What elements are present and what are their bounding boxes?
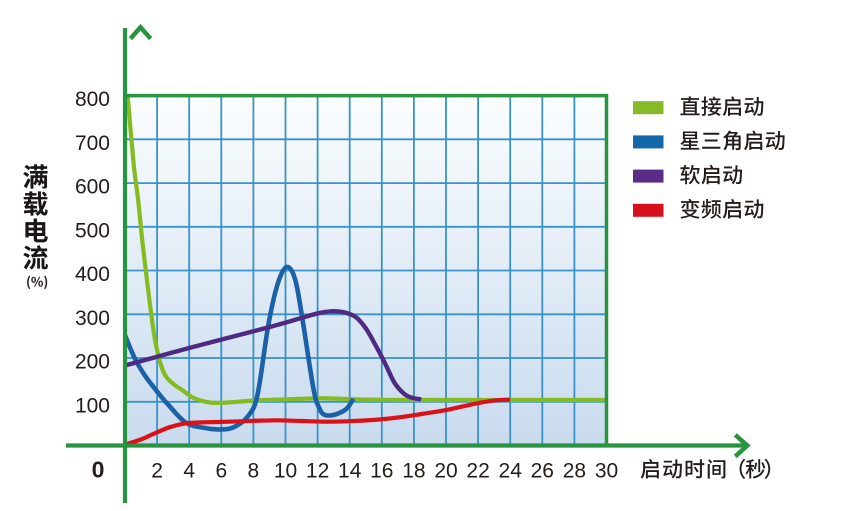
svg-text:16: 16 bbox=[370, 459, 393, 482]
svg-text:8: 8 bbox=[248, 459, 260, 482]
svg-text:14: 14 bbox=[338, 459, 362, 482]
svg-text:700: 700 bbox=[75, 132, 110, 155]
svg-text:22: 22 bbox=[466, 459, 489, 482]
svg-text:18: 18 bbox=[402, 459, 425, 482]
svg-text:800: 800 bbox=[75, 88, 110, 111]
svg-text:0: 0 bbox=[92, 457, 105, 483]
svg-text:6: 6 bbox=[215, 459, 227, 482]
svg-text:30: 30 bbox=[595, 459, 618, 482]
svg-text:600: 600 bbox=[75, 176, 110, 199]
svg-text:24: 24 bbox=[499, 459, 523, 482]
svg-text:4: 4 bbox=[183, 459, 195, 482]
svg-text:12: 12 bbox=[306, 459, 329, 482]
svg-text:500: 500 bbox=[75, 219, 110, 242]
svg-text:100: 100 bbox=[75, 394, 110, 417]
svg-text:10: 10 bbox=[274, 459, 297, 482]
svg-text:26: 26 bbox=[531, 459, 554, 482]
svg-text:28: 28 bbox=[563, 459, 586, 482]
svg-text:400: 400 bbox=[75, 263, 110, 286]
svg-text:20: 20 bbox=[434, 459, 457, 482]
svg-text:200: 200 bbox=[75, 351, 110, 374]
svg-text:300: 300 bbox=[75, 307, 110, 330]
svg-text:2: 2 bbox=[151, 459, 163, 482]
